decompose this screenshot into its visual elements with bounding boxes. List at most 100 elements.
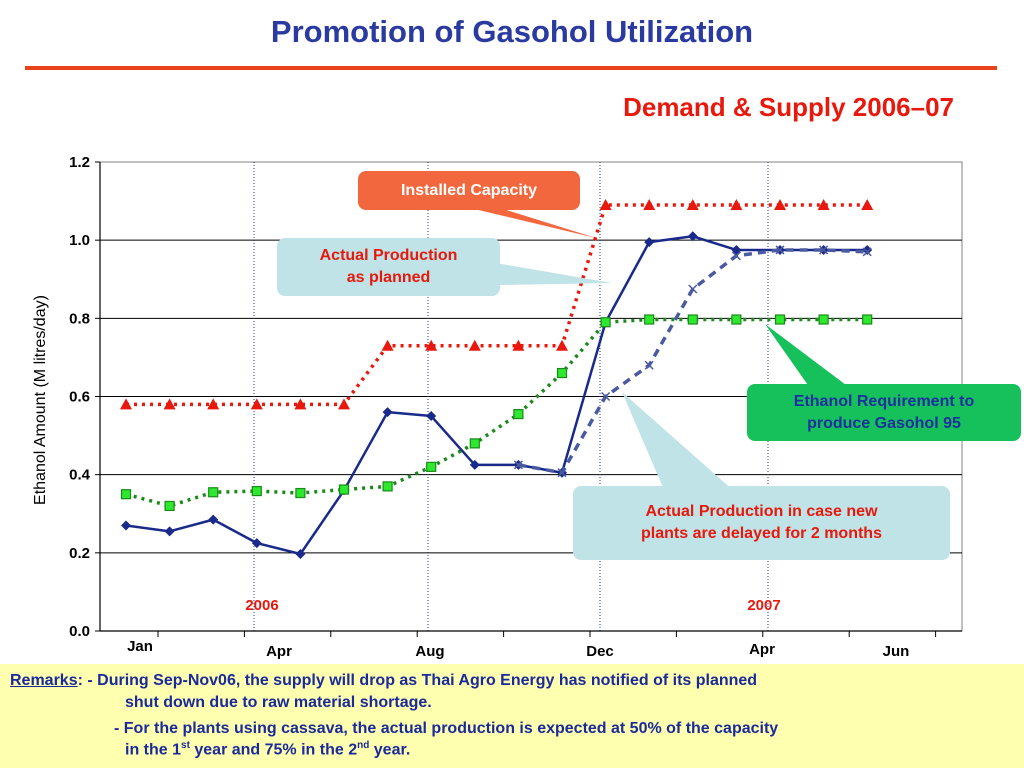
- data-point-square: [687, 314, 698, 325]
- data-point-triangle: [643, 198, 656, 210]
- title-divider: [25, 66, 997, 70]
- y-tick-label: 1.0: [69, 232, 90, 249]
- data-point-diamond: [251, 538, 262, 549]
- remark-1-text: : - During Sep-Nov06, the supply will dr…: [77, 672, 758, 689]
- y-tick-label: 0.4: [69, 467, 91, 484]
- data-point-x: [775, 245, 785, 255]
- data-point-square: [120, 489, 132, 500]
- remark-2b-pre: in the 1: [125, 741, 182, 759]
- data-point-triangle: [861, 198, 874, 210]
- data-point-square: [164, 500, 175, 512]
- remarks-label: Remarks: [10, 672, 78, 689]
- x-stroke: [557, 468, 567, 478]
- data-point-x: [557, 468, 567, 478]
- x-stroke: [513, 460, 523, 470]
- data-point-square: [251, 485, 262, 497]
- remark-2b-post: year.: [369, 741, 411, 759]
- callout-pointers: [470, 208, 850, 492]
- data-point-diamond: [426, 411, 437, 422]
- callout-delayed-line1: Actual Production in case new: [645, 503, 878, 520]
- remark-2-continuation: in the 1st year and 75% in the 2nd year.: [125, 740, 1005, 759]
- x-stroke: [775, 245, 785, 255]
- remark-sup-nd: nd: [357, 740, 370, 751]
- data-point-square: [818, 314, 829, 325]
- callout-requirement-line2: produce Gasohol 95: [807, 414, 961, 432]
- remark-sup-st: st: [181, 740, 190, 751]
- data-point-triangle: [556, 339, 568, 351]
- x-tick-label: Apr: [749, 641, 775, 658]
- year-label: 2006: [245, 597, 278, 614]
- data-point-triangle: [250, 398, 263, 410]
- callout-actual-production-planned: Actual Production as planned: [277, 238, 500, 296]
- data-point-diamond: [164, 526, 175, 537]
- callout-ethanol-requirement: Ethanol Requirement to produce Gasohol 9…: [747, 384, 1021, 441]
- x-tick-label: Apr: [266, 643, 292, 660]
- x-stroke: [862, 247, 872, 257]
- data-point-diamond: [121, 520, 131, 531]
- chart-axes: 0.0 0.2 0.4 0.6 0.8 1.0 1.2 Jan Apr Aug Dec Apr Jun 2…: [69, 154, 962, 660]
- data-point-square: [513, 408, 524, 420]
- data-point-triangle: [425, 339, 438, 351]
- pointer-planned: [490, 262, 612, 285]
- data-point-square: [338, 484, 350, 495]
- y-tick-label: 1.2: [69, 154, 90, 171]
- x-stroke: [688, 284, 698, 294]
- data-point-triangle: [730, 198, 743, 210]
- data-point-triangle: [512, 339, 525, 351]
- x-tick-label: Jan: [127, 638, 153, 655]
- data-point-x: [862, 247, 872, 257]
- data-point-square: [426, 461, 437, 472]
- data-point-square: [382, 481, 393, 492]
- callout-planned-line1: Actual Production: [319, 247, 458, 264]
- y-tick-label: 0.8: [69, 310, 90, 327]
- data-point-x: [688, 284, 698, 294]
- data-point-square: [600, 317, 611, 328]
- data-point-diamond: [469, 459, 480, 470]
- x-stroke: [644, 360, 654, 370]
- data-point-square: [644, 314, 655, 325]
- data-point-diamond: [295, 549, 306, 560]
- data-point-diamond: [862, 244, 873, 255]
- series-line: [125, 317, 868, 508]
- data-point-square: [862, 314, 873, 325]
- data-point-triangle: [294, 398, 307, 410]
- callout-requirement-line1: Ethanol Requirement to: [793, 392, 975, 410]
- x-stroke: [731, 251, 741, 261]
- callout-delayed-line2: plants are delayed for 2 months: [641, 525, 882, 542]
- data-point-x: [513, 460, 523, 470]
- remark-line-2: - For the plants using cassava, the actu…: [114, 720, 779, 737]
- callout-installed-capacity: Installed Capacity: [358, 171, 580, 210]
- data-point-square: [731, 314, 742, 325]
- data-point-triangle: [381, 339, 394, 351]
- callout-actual-production-delayed: Actual Production in case new plants are…: [573, 486, 950, 560]
- x-stroke: [819, 245, 829, 255]
- data-point-square: [295, 487, 306, 499]
- y-tick-label: 0.6: [69, 389, 90, 406]
- pointer-requirement: [765, 324, 850, 388]
- slide-title: Promotion of Gasohol Utilization: [270, 14, 754, 49]
- y-axis-label: Ethanol Amount (M litres/day): [32, 295, 49, 505]
- data-point-diamond: [382, 407, 393, 418]
- y-tick-label: 0.2: [69, 545, 90, 562]
- remark-1-continuation: shut down due to raw material shortage.: [125, 694, 432, 711]
- data-point-triangle: [163, 398, 176, 410]
- remark-2b-mid: year and 75% in the 2: [189, 741, 358, 759]
- x-tick-label: Aug: [415, 643, 444, 660]
- data-point-triangle: [774, 198, 786, 210]
- data-point-square: [208, 487, 219, 498]
- data-point-diamond: [731, 244, 742, 255]
- data-point-triangle: [817, 198, 830, 210]
- data-point-triangle: [468, 339, 481, 351]
- data-point-triangle: [120, 398, 132, 410]
- data-point-diamond: [687, 231, 698, 242]
- x-stroke: [601, 391, 611, 402]
- data-point-square: [469, 438, 480, 449]
- data-point-triangle: [207, 398, 220, 410]
- data-point-x: [644, 360, 654, 370]
- data-point-square: [774, 314, 786, 325]
- remarks-box: Remarks: - During Sep-Nov06, the supply …: [0, 664, 1024, 768]
- data-point-x: [731, 251, 741, 261]
- series-line: [125, 235, 868, 556]
- callout-planned-line2: as planned: [346, 269, 431, 286]
